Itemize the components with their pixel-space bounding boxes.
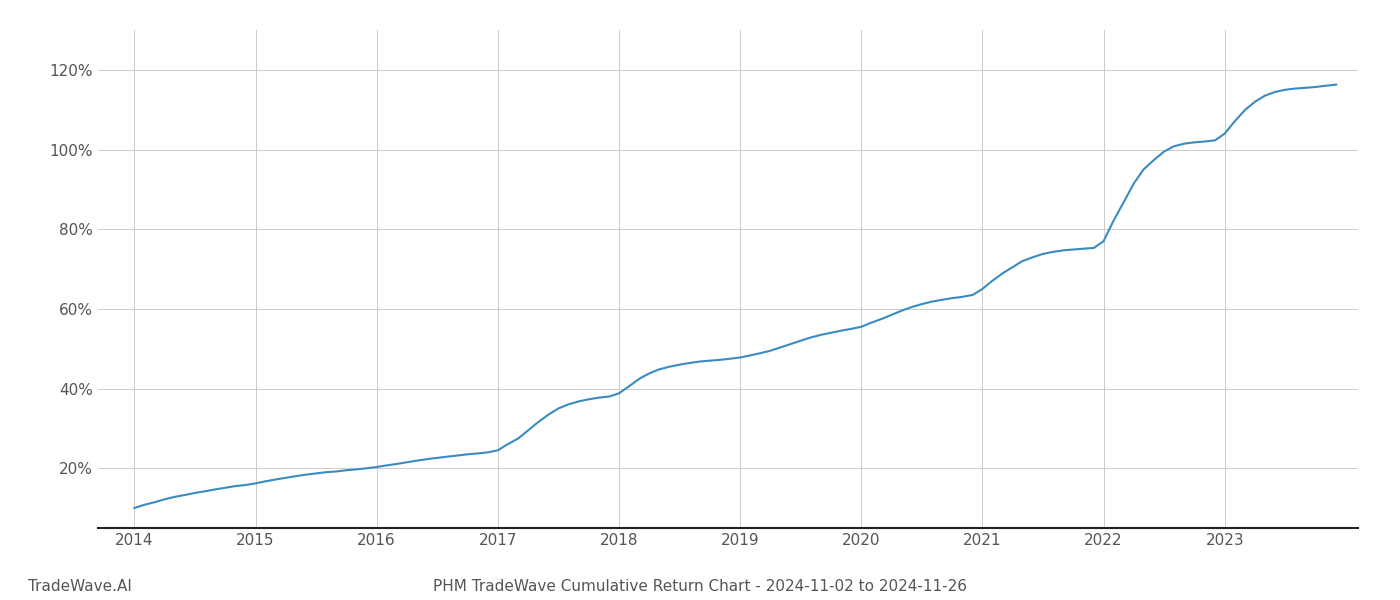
- Text: TradeWave.AI: TradeWave.AI: [28, 579, 132, 594]
- Text: PHM TradeWave Cumulative Return Chart - 2024-11-02 to 2024-11-26: PHM TradeWave Cumulative Return Chart - …: [433, 579, 967, 594]
